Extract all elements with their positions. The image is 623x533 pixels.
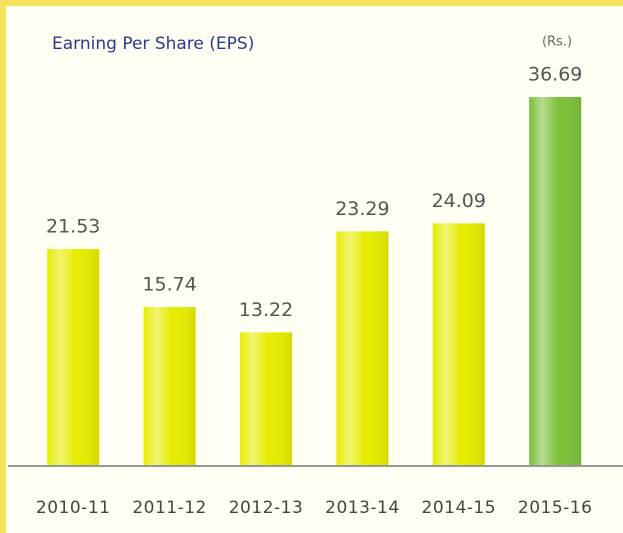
panel [6, 6, 623, 533]
bar-highlight [336, 231, 389, 465]
bar-highlight [240, 332, 292, 465]
x-tick-label: 2013-14 [325, 498, 400, 518]
x-tick-label: 2011-12 [132, 498, 207, 518]
bar-highlight [432, 223, 485, 465]
x-tick-label: 2012-13 [229, 498, 304, 518]
x-tick-label: 2014-15 [422, 498, 497, 518]
bar-highlight [529, 97, 582, 465]
value-label: 23.29 [335, 198, 389, 220]
bar-highlight [47, 249, 100, 465]
value-label: 36.69 [528, 64, 582, 86]
value-label: 15.74 [142, 274, 196, 296]
unit-label: (Rs.) [542, 35, 572, 50]
x-tick-label: 2015-16 [518, 498, 593, 518]
value-label: 13.22 [239, 299, 293, 321]
chart-title: Earning Per Share (EPS) [52, 34, 254, 54]
bar-highlight [143, 307, 196, 465]
value-label: 24.09 [432, 190, 486, 212]
value-label: 21.53 [46, 216, 100, 238]
x-tick-label: 2010-11 [36, 498, 111, 518]
